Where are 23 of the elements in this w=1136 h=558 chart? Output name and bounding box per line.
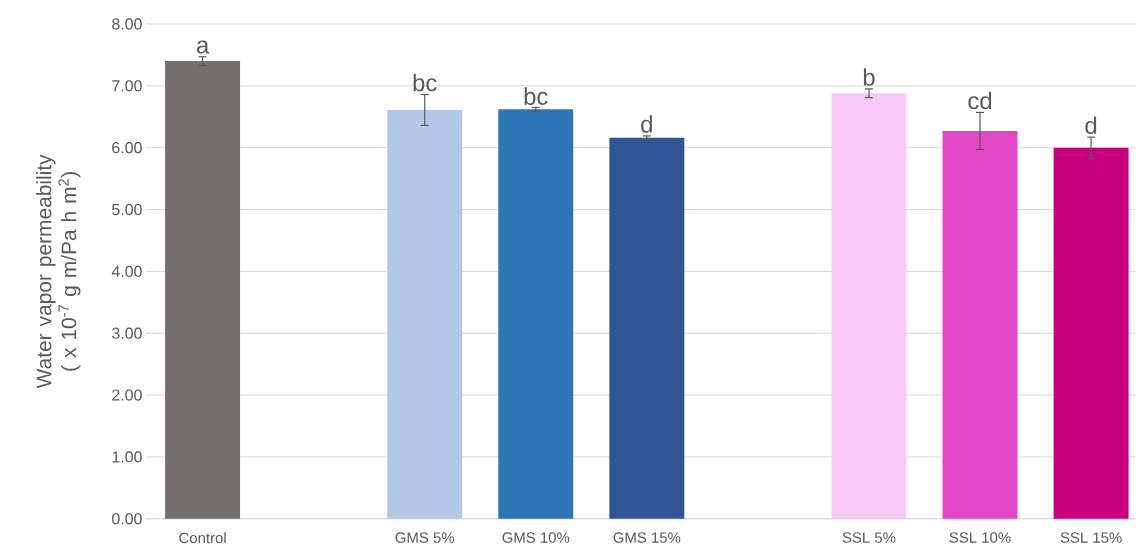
x-tick-label: Control — [179, 532, 226, 544]
x-tick-label: GMS 5% — [395, 532, 455, 543]
annotation: b — [863, 68, 875, 86]
y-tick-label: 4.00 — [111, 265, 142, 278]
annotation: d — [641, 115, 652, 133]
x-tick-label: SSL 10% — [949, 532, 1011, 543]
annotation: bc — [524, 87, 548, 106]
x-tick-label: SSL 5% — [842, 532, 896, 543]
annotation: cd — [968, 91, 992, 110]
x-tick-label: SSL 15% — [1060, 532, 1122, 543]
y-tick-label: 3.00 — [112, 327, 142, 339]
x-tick-label: GMS 10% — [502, 532, 570, 543]
annotation: a — [196, 40, 210, 54]
y-tick-label: 8.00 — [112, 18, 142, 30]
y-tick-label: 2.00 — [112, 389, 142, 401]
annotation: bc — [413, 73, 437, 92]
y-tick-label: 0.00 — [112, 513, 142, 525]
x-tick-label: GMS 15% — [613, 532, 681, 543]
y-tick-label: 7.00 — [112, 80, 142, 92]
annotation: d — [1085, 116, 1097, 135]
y-tick-label: 1.00 — [112, 451, 142, 463]
y-tick-label: 6.00 — [112, 142, 142, 154]
y-tick-label: 5.00 — [112, 204, 142, 216]
